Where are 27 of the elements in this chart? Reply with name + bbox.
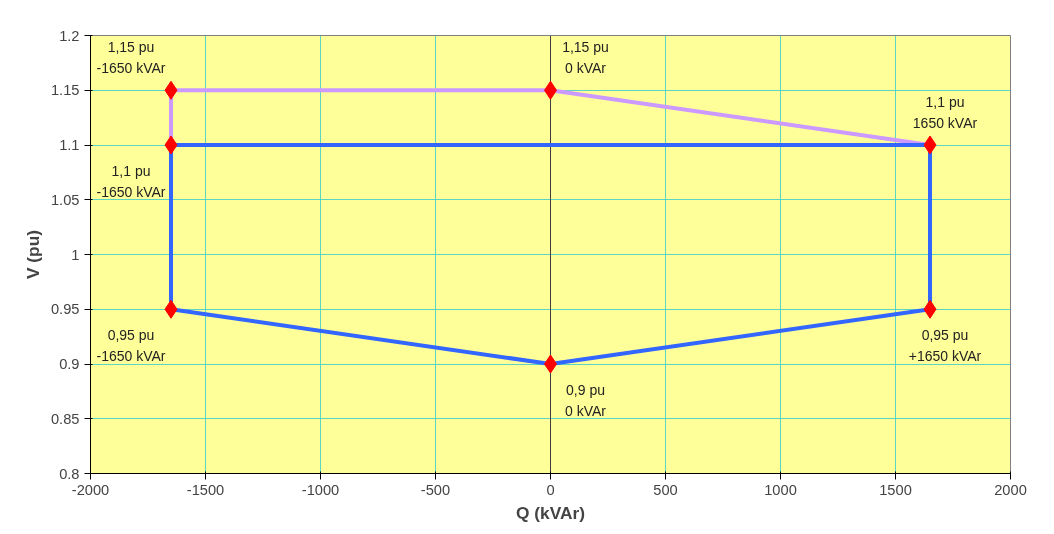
y-tick-label: 0.8 <box>59 465 80 482</box>
x-tick-label: 0 <box>546 481 555 498</box>
x-tick-label: -2000 <box>71 481 110 498</box>
x-tick-label: 1500 <box>879 481 912 498</box>
x-tick-label: 500 <box>653 481 678 498</box>
y-tick-label: 0.9 <box>59 356 80 372</box>
annotation: 1,1 pu 1650 kVAr <box>912 94 978 131</box>
annotation: 0,95 pu -1650 kVAr <box>96 327 166 365</box>
y-tick-label: 0.95 <box>50 301 80 318</box>
x-tick-label: -1500 <box>186 481 225 498</box>
x-axis-title: Q (kVAr) <box>516 502 585 523</box>
y-tick-label: 1.2 <box>59 27 80 44</box>
annotation: 1,1 pu -1650 kVAr <box>96 163 166 200</box>
y-tick-label: 0.85 <box>50 410 80 427</box>
y-tick-label: 1.05 <box>50 191 80 208</box>
annotation: 1,15 pu 0 kVAr <box>562 39 609 77</box>
y-axis-title: V (pu) <box>22 229 43 280</box>
x-tick-label: 2000 <box>994 481 1027 498</box>
y-tick-label: 1.1 <box>59 137 80 153</box>
annotation: 0,9 pu 0 kVAr <box>565 382 607 419</box>
annotation: 0,95 pu +1650 kVAr <box>908 327 982 365</box>
annotation: 1,15 pu -1650 kVAr <box>96 39 166 77</box>
x-tick-label: -1000 <box>301 481 340 498</box>
x-tick-label: -500 <box>420 481 451 498</box>
x-tick-label: 1000 <box>764 481 797 498</box>
y-tick-label: 1 <box>71 246 80 263</box>
y-tick-label: 1.15 <box>50 82 80 99</box>
